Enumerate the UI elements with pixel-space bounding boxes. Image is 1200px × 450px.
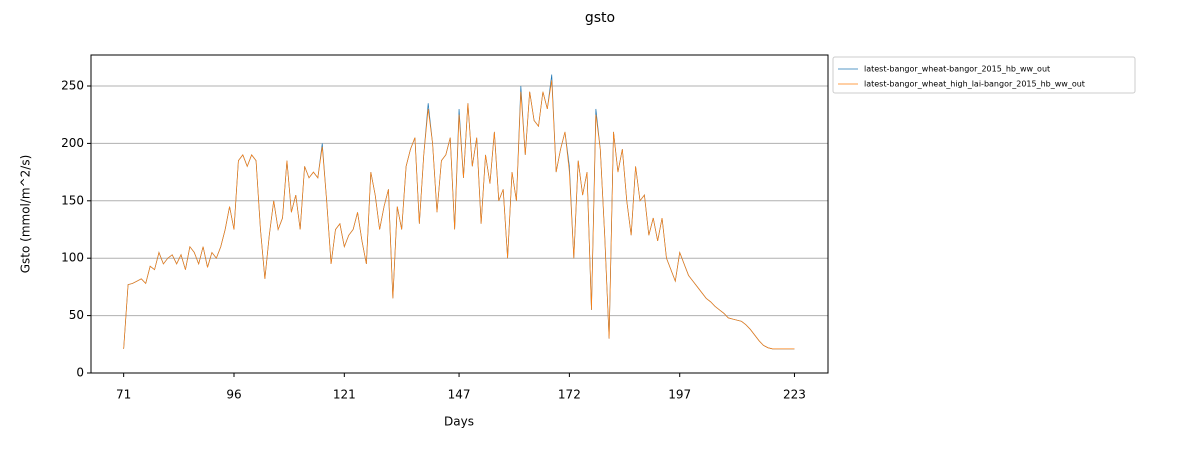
- x-tick-label: 172: [558, 388, 581, 402]
- chart-title: gsto: [585, 10, 615, 26]
- legend-label: latest-bangor_wheat-bangor_2015_hb_ww_ou…: [864, 65, 1050, 74]
- y-tick-label: 0: [76, 366, 84, 380]
- y-tick-label: 50: [69, 308, 84, 322]
- y-tick-label: 100: [61, 251, 84, 265]
- x-tick-label: 96: [226, 388, 241, 402]
- x-tick-label: 147: [448, 388, 471, 402]
- plot-frame: [90, 54, 829, 374]
- y-tick-label: 150: [61, 193, 84, 207]
- x-tick-label: 197: [668, 388, 691, 402]
- y-axis-label: Gsto (mmol/m^2/s): [19, 155, 33, 274]
- legend-label: latest-bangor_wheat_high_lai-bangor_2015…: [864, 80, 1085, 89]
- legend-box: [832, 56, 1136, 94]
- x-tick-label: 223: [783, 388, 806, 402]
- x-tick-label: 71: [116, 388, 131, 402]
- y-tick-label: 200: [61, 136, 84, 150]
- y-tick-label: 250: [61, 78, 84, 92]
- x-tick-label: 121: [333, 388, 356, 402]
- data-line: [123, 80, 795, 350]
- x-axis-label: Days: [444, 415, 474, 429]
